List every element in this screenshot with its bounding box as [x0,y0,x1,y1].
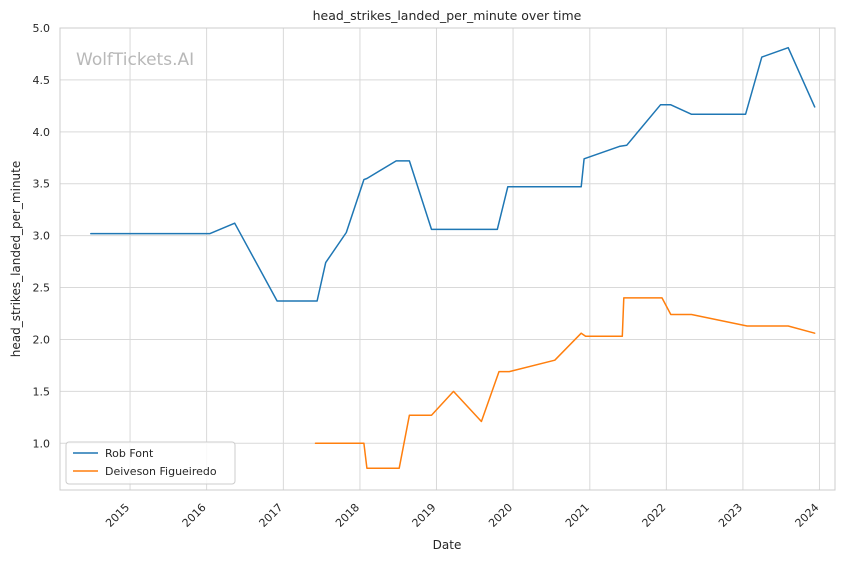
y-tick-label: 3.0 [33,230,51,243]
watermark: WolfTickets.AI [76,50,194,70]
y-tick-label: 4.5 [33,74,51,87]
legend-box [65,441,236,485]
series-layer [90,46,816,469]
plot-area [60,28,835,490]
y-tick-label: 2.0 [33,333,51,346]
legend-label: Deiveson Figueiredo [105,465,217,478]
x-axis-label: Date [433,538,462,552]
series-line-1 [314,297,816,469]
y-axis: 1.0 1.5 2.0 2.5 3.0 3.5 4.0 4.5 5.0 [33,22,51,450]
y-tick-label: 1.5 [33,385,51,398]
y-tick-label: 1.0 [33,437,51,450]
y-tick-label: 3.5 [33,178,51,191]
watermark-layer: WolfTickets.AI [76,50,194,70]
plot-frame [59,27,836,491]
legend: Rob Font Deiveson Figueiredo [65,441,236,485]
y-tick-label: 4.0 [33,126,51,139]
legend-label: Rob Font [105,447,154,460]
y-tick-label: 5.0 [33,22,51,35]
chart-title: head_strikes_landed_per_minute over time [313,8,582,23]
series-line-0 [90,46,816,302]
y-axis-label: head_strikes_landed_per_minute [9,161,23,358]
y-tick-label: 2.5 [33,282,51,295]
